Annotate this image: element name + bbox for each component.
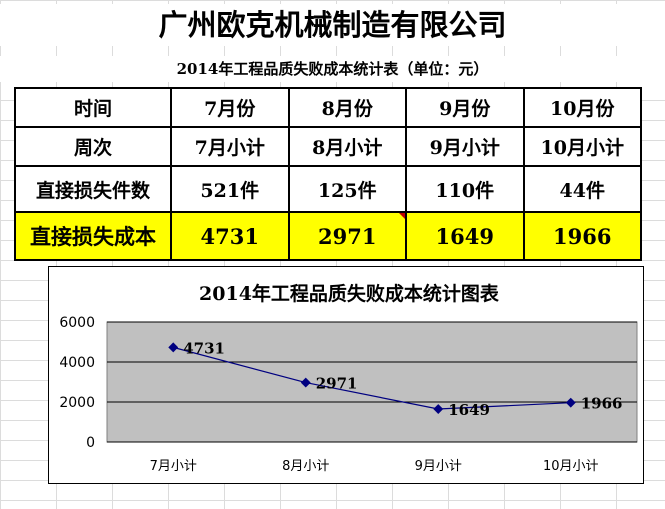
- y-axis-ticks: 0 2000 4000 6000: [59, 315, 95, 451]
- data-point[interactable]: [300, 377, 311, 388]
- data-points: [168, 342, 576, 414]
- row-label-time[interactable]: 时间: [14, 87, 172, 128]
- cell-subtotal-10[interactable]: 10月小计: [522, 126, 642, 167]
- table-row-time: 时间 7月份 8月份 9月份 10月份: [14, 87, 642, 128]
- cell-month-7[interactable]: 7月份: [170, 87, 290, 128]
- data-label: 1649: [448, 401, 490, 419]
- row-label-loss-count[interactable]: 直接损失件数: [14, 165, 172, 213]
- data-label: 1966: [581, 395, 623, 413]
- series-line: [173, 346, 571, 410]
- data-point[interactable]: [565, 397, 576, 408]
- row-label-week[interactable]: 周次: [14, 126, 172, 167]
- cell-month-9[interactable]: 9月份: [405, 87, 525, 128]
- chart-canvas: 2014年工程品质失败成本统计图表 0 2000 4000 6000 7月小计 8月小计…: [59, 282, 638, 474]
- cell-subtotal-8[interactable]: 8月小计: [287, 126, 407, 167]
- cell-month-10[interactable]: 10月份: [522, 87, 642, 128]
- x-axis-ticks: 7月小计 8月小计 9月小计 10月小计: [150, 459, 599, 474]
- y-tick-label: 6000: [59, 315, 95, 331]
- y-tick-label: 0: [86, 435, 95, 451]
- x-tick-label: 10月小计: [543, 459, 599, 474]
- data-point[interactable]: [168, 342, 179, 353]
- cell-subtotal-9[interactable]: 9月小计: [405, 126, 525, 167]
- chart-title: 2014年工程品质失败成本统计图表: [199, 282, 500, 305]
- cell-count-8[interactable]: 125件: [287, 165, 407, 213]
- cell-subtotal-7[interactable]: 7月小计: [170, 126, 290, 167]
- x-tick-label: 8月小计: [282, 459, 329, 474]
- gridlines: [107, 321, 637, 443]
- cell-count-7[interactable]: 521件: [170, 165, 290, 213]
- cell-cost-7[interactable]: 4731: [170, 211, 290, 261]
- table-row-week: 周次 7月小计 8月小计 9月小计 10月小计: [14, 126, 642, 167]
- cost-line-chart[interactable]: 2014年工程品质失败成本统计图表 0 2000 4000 6000 7月小计 8月小计…: [48, 266, 644, 484]
- data-label: 4731: [183, 339, 225, 357]
- cell-cost-9[interactable]: 1649: [405, 211, 525, 261]
- cell-count-9[interactable]: 110件: [405, 165, 525, 213]
- data-labels: 4731 2971 1649 1966: [183, 339, 622, 419]
- cost-stats-table: 时间 7月份 8月份 9月份 10月份 周次 7月小计 8月小计 9月小计 10…: [14, 87, 642, 261]
- x-tick-label: 9月小计: [415, 459, 462, 474]
- row-label-loss-cost[interactable]: 直接损失成本: [14, 211, 172, 261]
- cell-cost-8[interactable]: 2971: [287, 211, 407, 261]
- y-tick-label: 2000: [59, 395, 95, 411]
- data-label: 2971: [316, 375, 358, 393]
- cell-count-10[interactable]: 44件: [522, 165, 642, 213]
- plot-area: [106, 321, 638, 443]
- company-title: 广州欧克机械制造有限公司: [0, 4, 665, 46]
- cell-month-8[interactable]: 8月份: [287, 87, 407, 128]
- table-row-loss-count: 直接损失件数 521件 125件 110件 44件: [14, 165, 642, 213]
- table-row-loss-cost: 直接损失成本 4731 2971 1649 1966: [14, 211, 642, 261]
- y-tick-label: 4000: [59, 355, 95, 371]
- data-point[interactable]: [433, 404, 444, 414]
- cell-cost-10[interactable]: 1966: [522, 211, 642, 261]
- x-tick-label: 7月小计: [150, 459, 197, 474]
- table-subtitle: 2014年工程品质失败成本统计表（单位：元）: [0, 56, 665, 82]
